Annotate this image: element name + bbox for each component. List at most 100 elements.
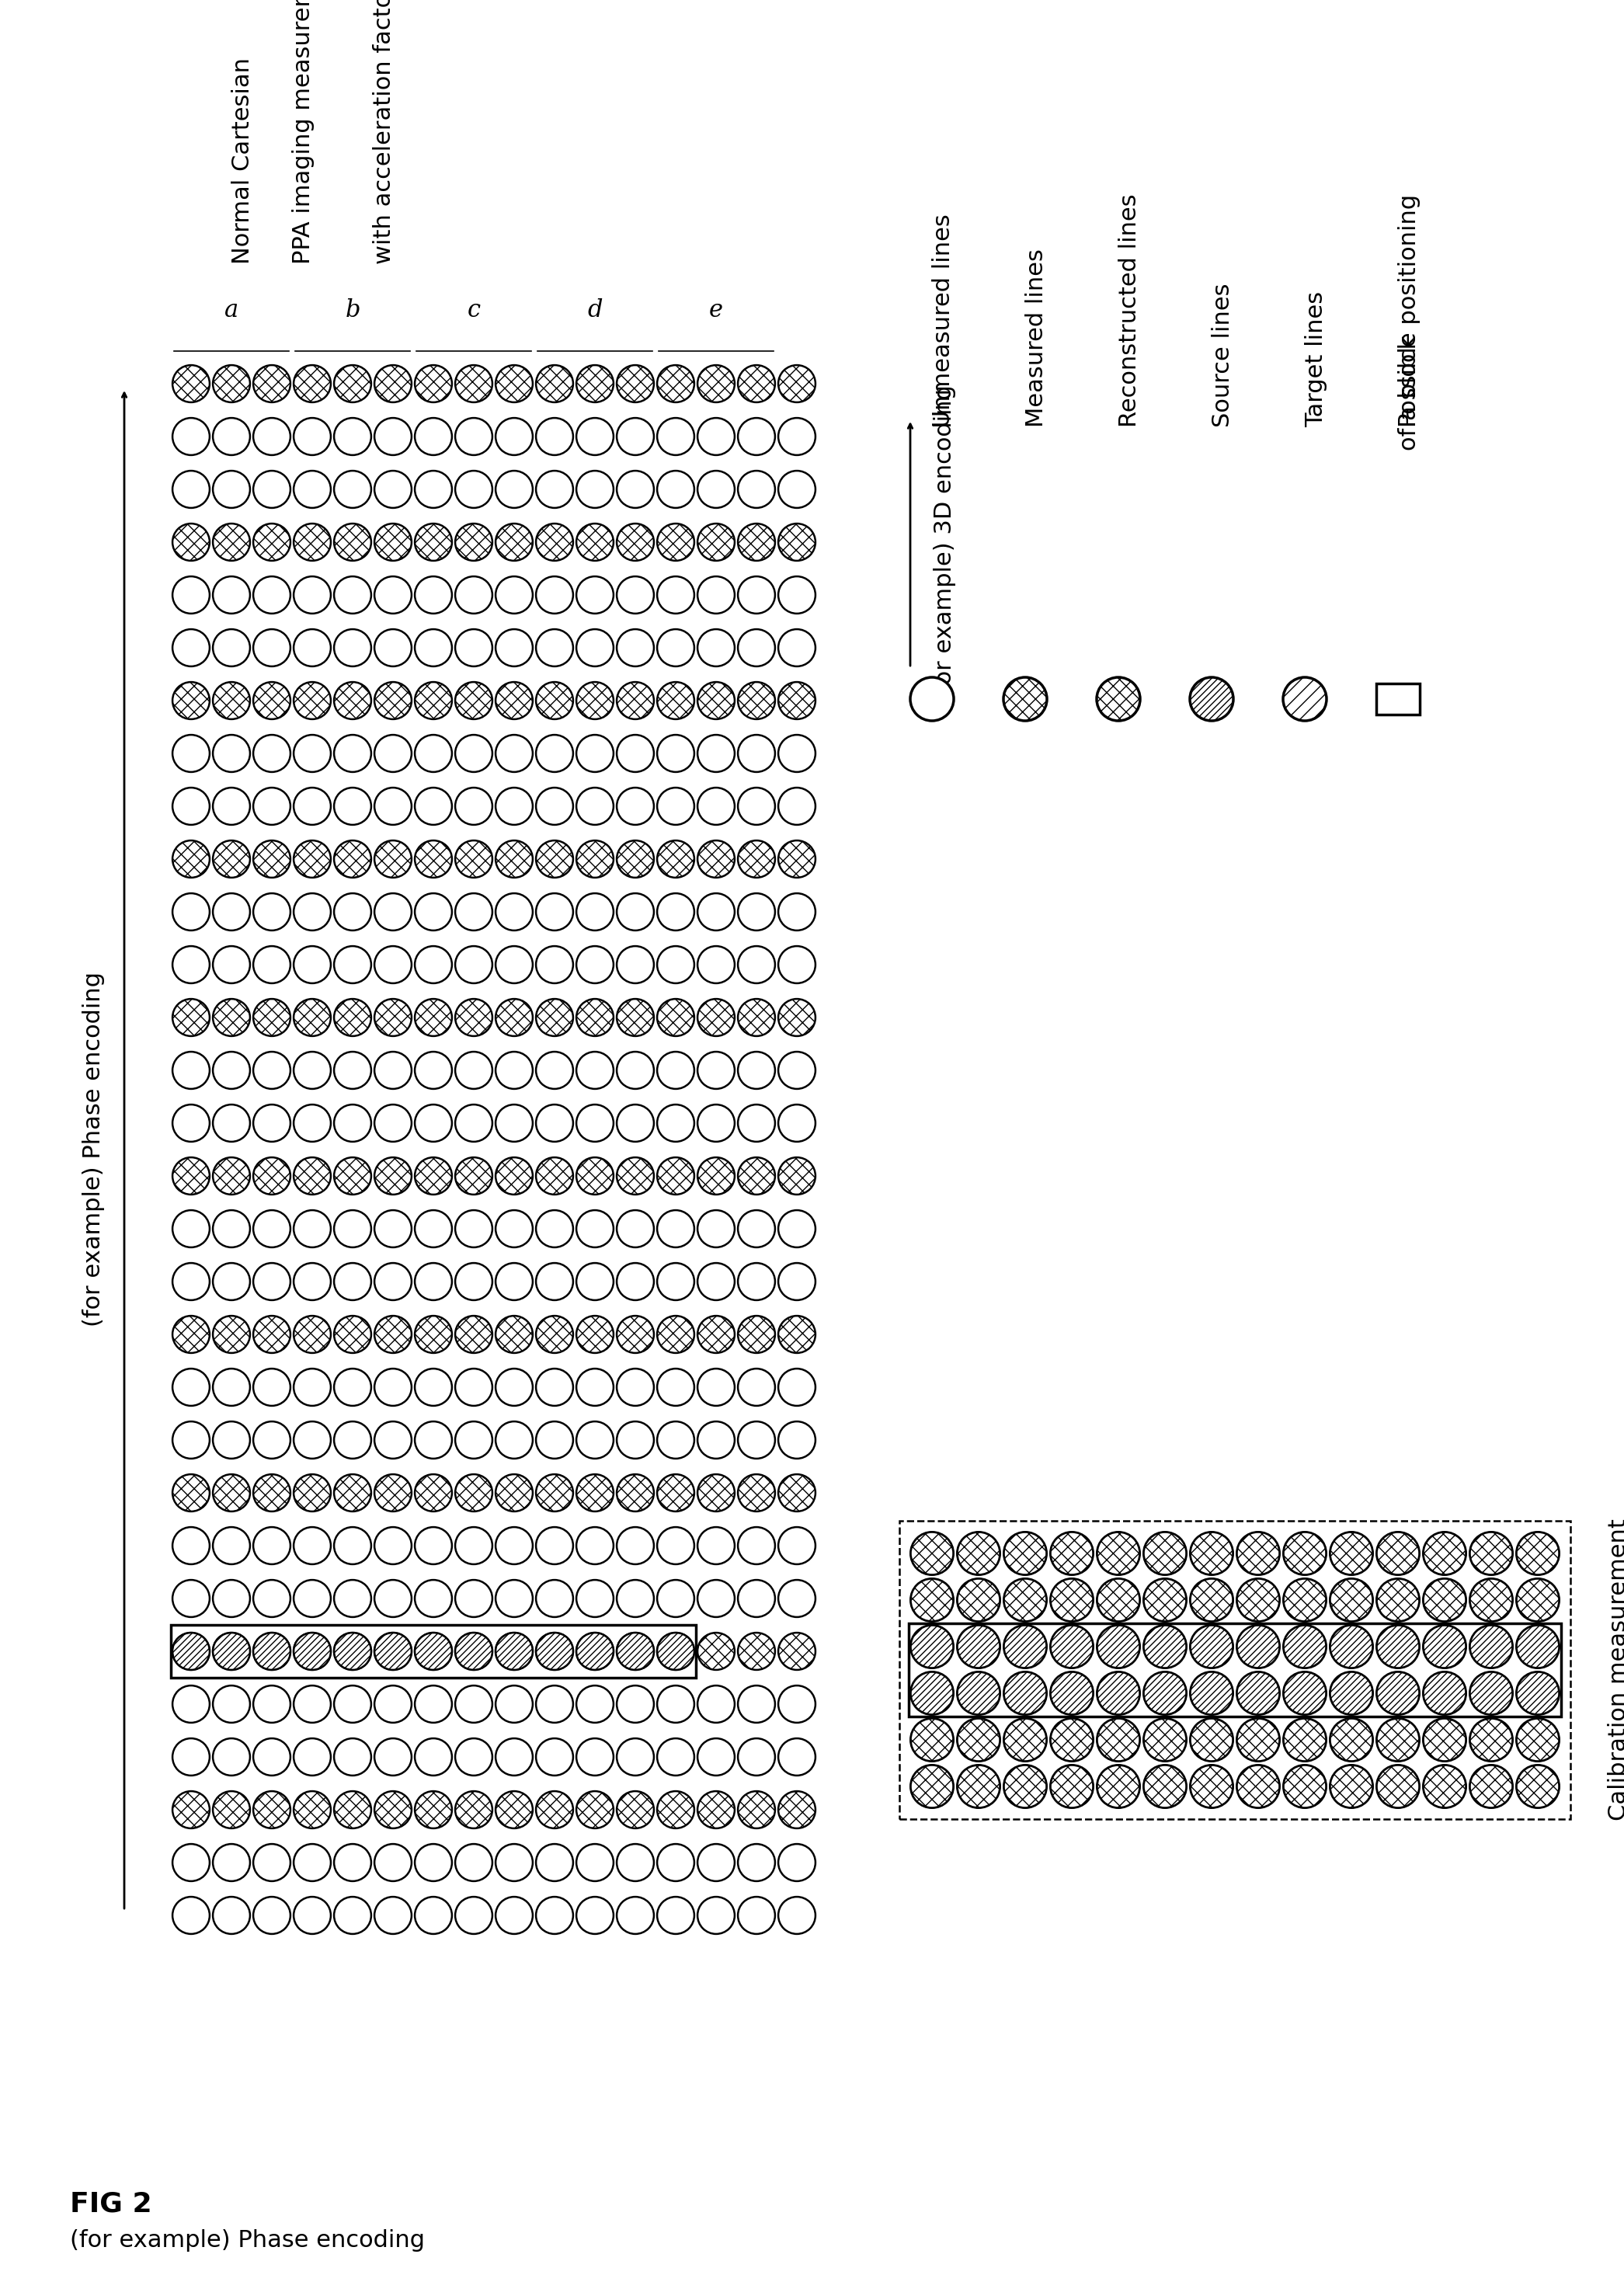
Circle shape xyxy=(455,1370,492,1406)
Bar xyxy=(909,1624,1561,1718)
Circle shape xyxy=(737,1790,775,1829)
Circle shape xyxy=(697,839,734,878)
Circle shape xyxy=(414,523,451,560)
Circle shape xyxy=(335,1633,372,1670)
Circle shape xyxy=(577,471,614,507)
Circle shape xyxy=(414,630,451,667)
Circle shape xyxy=(335,1738,372,1774)
Circle shape xyxy=(375,419,411,455)
Circle shape xyxy=(536,1845,573,1881)
Circle shape xyxy=(536,1106,573,1142)
Circle shape xyxy=(536,1633,573,1670)
Circle shape xyxy=(495,1158,533,1194)
Circle shape xyxy=(697,999,734,1035)
Circle shape xyxy=(617,471,654,507)
Circle shape xyxy=(697,1790,734,1829)
Circle shape xyxy=(335,787,372,826)
Circle shape xyxy=(778,1897,815,1934)
Text: Reconstructed lines: Reconstructed lines xyxy=(1119,193,1142,428)
Circle shape xyxy=(536,576,573,614)
Circle shape xyxy=(577,787,614,826)
Circle shape xyxy=(617,839,654,878)
Circle shape xyxy=(495,1106,533,1142)
Circle shape xyxy=(213,1051,250,1090)
Circle shape xyxy=(455,1845,492,1881)
Circle shape xyxy=(375,1790,411,1829)
Circle shape xyxy=(658,1633,695,1670)
Circle shape xyxy=(1517,1765,1559,1809)
Circle shape xyxy=(414,1897,451,1934)
Text: Measured lines: Measured lines xyxy=(1025,248,1047,428)
Text: Possible positioning: Possible positioning xyxy=(1398,193,1421,428)
Circle shape xyxy=(375,471,411,507)
Circle shape xyxy=(658,1210,695,1247)
Circle shape xyxy=(1377,1624,1419,1668)
Circle shape xyxy=(778,1579,815,1618)
Circle shape xyxy=(172,1106,209,1142)
Circle shape xyxy=(778,364,815,403)
Circle shape xyxy=(294,1633,331,1670)
Circle shape xyxy=(414,1633,451,1670)
Circle shape xyxy=(778,1051,815,1090)
Circle shape xyxy=(658,1158,695,1194)
Text: Target lines: Target lines xyxy=(1304,291,1327,428)
Circle shape xyxy=(658,946,695,983)
Circle shape xyxy=(1330,1624,1372,1668)
Circle shape xyxy=(455,1527,492,1565)
Circle shape xyxy=(335,523,372,560)
Circle shape xyxy=(536,471,573,507)
Circle shape xyxy=(1237,1579,1280,1622)
Circle shape xyxy=(658,1738,695,1774)
Circle shape xyxy=(617,1051,654,1090)
Circle shape xyxy=(253,1845,291,1881)
Circle shape xyxy=(253,1790,291,1829)
Circle shape xyxy=(294,839,331,878)
Circle shape xyxy=(1283,1718,1327,1761)
Circle shape xyxy=(375,1579,411,1618)
Circle shape xyxy=(1517,1718,1559,1761)
Circle shape xyxy=(1096,1531,1140,1574)
Circle shape xyxy=(658,1051,695,1090)
Circle shape xyxy=(455,1686,492,1722)
Circle shape xyxy=(294,894,331,930)
Circle shape xyxy=(536,1633,573,1670)
Circle shape xyxy=(658,999,695,1035)
Circle shape xyxy=(213,1474,250,1511)
Circle shape xyxy=(737,735,775,771)
Circle shape xyxy=(213,1897,250,1934)
Circle shape xyxy=(617,735,654,771)
Circle shape xyxy=(172,1897,209,1934)
Circle shape xyxy=(697,787,734,826)
Circle shape xyxy=(536,1422,573,1458)
Circle shape xyxy=(455,894,492,930)
Circle shape xyxy=(536,1263,573,1299)
Circle shape xyxy=(617,1579,654,1618)
Circle shape xyxy=(172,523,209,560)
Circle shape xyxy=(737,999,775,1035)
Circle shape xyxy=(294,630,331,667)
Circle shape xyxy=(375,1845,411,1881)
Circle shape xyxy=(172,1210,209,1247)
Circle shape xyxy=(697,1633,734,1670)
Circle shape xyxy=(495,1738,533,1774)
Circle shape xyxy=(1423,1765,1466,1809)
Circle shape xyxy=(1470,1531,1512,1574)
Circle shape xyxy=(1004,1672,1046,1715)
Circle shape xyxy=(1143,1718,1187,1761)
Circle shape xyxy=(294,1158,331,1194)
Circle shape xyxy=(253,999,291,1035)
Circle shape xyxy=(778,894,815,930)
Circle shape xyxy=(455,364,492,403)
Circle shape xyxy=(577,1845,614,1881)
Circle shape xyxy=(335,1422,372,1458)
Circle shape xyxy=(253,630,291,667)
Circle shape xyxy=(375,1210,411,1247)
Circle shape xyxy=(335,419,372,455)
Circle shape xyxy=(778,682,815,719)
Circle shape xyxy=(294,1370,331,1406)
Circle shape xyxy=(495,1422,533,1458)
Circle shape xyxy=(737,1897,775,1934)
Circle shape xyxy=(1190,1672,1233,1715)
Circle shape xyxy=(737,1633,775,1670)
Circle shape xyxy=(495,471,533,507)
